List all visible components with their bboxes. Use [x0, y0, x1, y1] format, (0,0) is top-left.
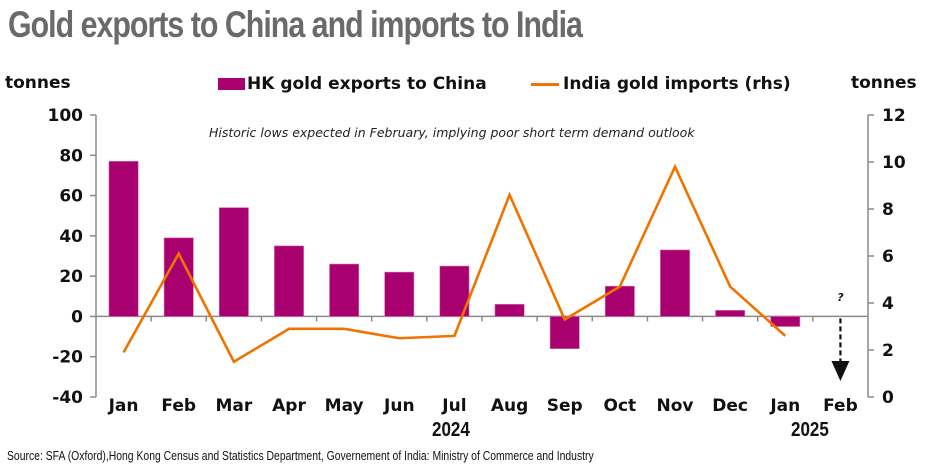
year-label-2024: 2024	[432, 419, 471, 441]
year-label-2025: 2025	[790, 419, 829, 441]
bar-hk-exports	[274, 245, 304, 317]
right-tick-label: 10	[882, 153, 906, 173]
bar-hk-exports	[163, 237, 194, 317]
source-note: Source: SFA (Oxford),Hong Kong Census an…	[7, 448, 594, 463]
legend-label-india-imports: India gold imports (rhs)	[563, 74, 791, 94]
bar-hk-exports	[108, 161, 139, 317]
bar-hk-exports	[218, 207, 249, 317]
legend-item-hk-exports: HK gold exports to China	[218, 74, 487, 94]
category-label: Jan	[769, 396, 800, 416]
forecast-arrow-head-icon	[831, 361, 850, 381]
right-axis-unit: tonnes	[851, 73, 917, 93]
right-tick-label: 4	[882, 294, 894, 314]
right-tick-label: 2	[882, 341, 894, 361]
bar-hk-exports	[770, 316, 801, 327]
left-tick-label: 20	[59, 267, 83, 287]
bar-hk-exports	[494, 304, 525, 317]
right-tick-label: 6	[882, 247, 894, 267]
bar-hk-exports	[715, 310, 746, 317]
bar-hk-exports	[604, 285, 635, 317]
left-tick-label: -20	[52, 348, 83, 368]
category-label: Nov	[657, 396, 694, 416]
left-tick-label: 60	[59, 187, 83, 207]
chart-title: Gold exports to China and imports to Ind…	[8, 4, 583, 45]
category-label: Mar	[215, 396, 252, 416]
bar-hk-exports	[329, 263, 360, 317]
category-label: Jan	[108, 396, 139, 416]
category-label: Apr	[272, 396, 306, 416]
category-label: Feb	[823, 396, 858, 416]
category-label: Sep	[547, 396, 583, 416]
bar-hk-exports	[549, 316, 580, 349]
bar-hk-exports	[660, 249, 690, 317]
legend-swatch-line	[531, 82, 559, 86]
left-tick-label: 40	[59, 227, 83, 247]
category-label: Feb	[161, 396, 196, 416]
category-label: Aug	[491, 396, 528, 416]
legend-label-hk-exports: HK gold exports to China	[247, 74, 487, 94]
category-label: Dec	[712, 396, 748, 416]
left-tick-label: -40	[52, 388, 83, 408]
right-tick-label: 0	[882, 388, 894, 408]
left-axis-unit: tonnes	[5, 73, 71, 93]
category-label: Oct	[604, 396, 637, 416]
category-label: Jul	[441, 396, 466, 416]
right-tick-label: 12	[882, 106, 906, 126]
category-label: Jun	[383, 396, 415, 416]
left-tick-label: 80	[59, 146, 83, 166]
bar-hk-exports	[384, 271, 415, 317]
legend-swatch-bar	[218, 78, 245, 90]
forecast-question-mark: ?	[837, 291, 844, 304]
legend-item-india-imports: India gold imports (rhs)	[531, 74, 791, 94]
left-tick-label: 0	[71, 307, 83, 327]
category-label: May	[325, 396, 364, 416]
left-tick-label: 100	[48, 106, 84, 126]
chart-annotation: Historic lows expected in February, impl…	[209, 125, 695, 140]
right-tick-label: 8	[882, 200, 894, 220]
